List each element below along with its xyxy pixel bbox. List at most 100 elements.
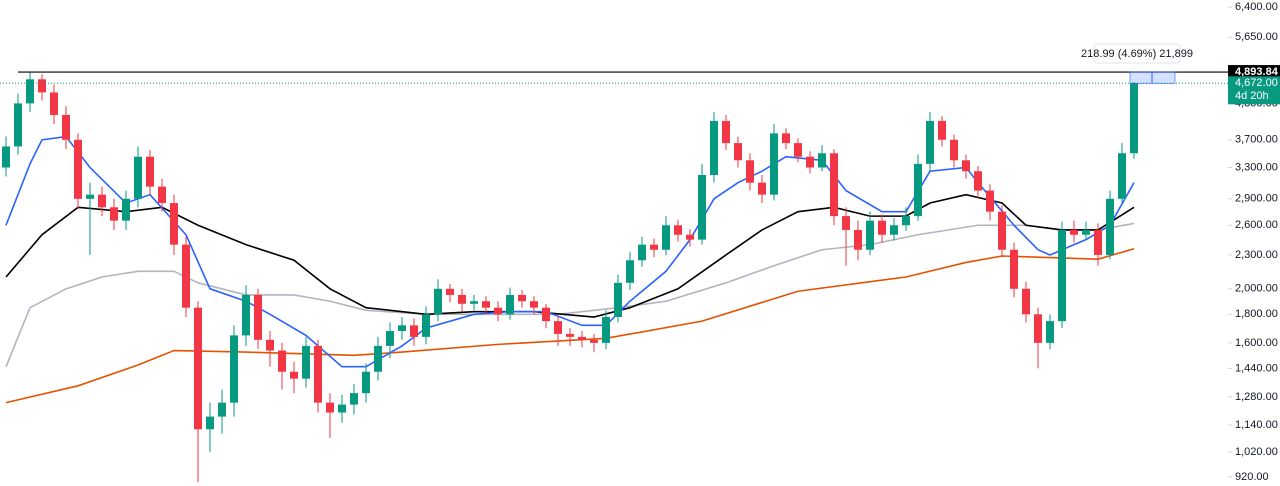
candle-body	[314, 345, 322, 403]
y-tick-label: 2,600.00	[1235, 219, 1278, 231]
candle-body	[50, 92, 58, 115]
candle-body	[734, 143, 742, 161]
candle-body	[122, 198, 130, 221]
candle-body	[506, 294, 514, 315]
candle-body	[38, 79, 46, 93]
candle-body	[1082, 229, 1090, 235]
price-tag	[1228, 65, 1280, 80]
candle-body	[1118, 153, 1126, 199]
y-tick-label: 1,600.00	[1235, 337, 1278, 349]
candle-body	[1022, 288, 1030, 315]
candle-body	[710, 120, 718, 175]
moving-average-line	[5, 247, 1135, 404]
candle-body	[1094, 229, 1102, 255]
candle-body	[914, 163, 922, 217]
candle-body	[458, 294, 466, 304]
candle-body	[554, 321, 562, 334]
candle-body	[998, 211, 1006, 250]
candle-body	[398, 325, 406, 332]
candle-body	[26, 79, 34, 104]
candle-body	[242, 294, 250, 336]
y-tick-label: 1,800.00	[1235, 308, 1278, 320]
price-tag	[1228, 76, 1280, 105]
y-tick-label: 2,300.00	[1235, 249, 1278, 261]
candle-body	[878, 220, 886, 235]
candle-body	[158, 186, 166, 204]
y-tick-label: 1,140.00	[1235, 419, 1278, 431]
y-tick-label: 920.00	[1235, 471, 1269, 483]
candle-body	[278, 350, 286, 372]
candle-body	[182, 244, 190, 308]
candle-body	[170, 203, 178, 245]
candle-body	[590, 339, 598, 343]
candle-body	[1058, 229, 1066, 322]
y-tick-label: 1,440.00	[1235, 362, 1278, 374]
y-tick-label: 6,400.00	[1235, 1, 1278, 13]
candle-body	[566, 333, 574, 337]
candle-body	[842, 216, 850, 230]
candle-body	[974, 171, 982, 191]
candle-body	[206, 416, 214, 430]
candle-body	[902, 216, 910, 226]
candle-body	[86, 194, 94, 199]
measure-label-box	[1093, 43, 1181, 64]
candle-body	[74, 139, 82, 199]
candle-body	[410, 325, 418, 337]
candle-body	[350, 393, 358, 405]
candle-body	[290, 371, 298, 379]
moving-average-line	[5, 222, 1135, 367]
candle-body	[782, 133, 790, 144]
candle-body	[662, 225, 670, 250]
candle-body	[494, 307, 502, 315]
candle-body	[2, 146, 10, 168]
y-tick-label: 2,000.00	[1235, 283, 1278, 295]
measure-label: 218.99 (4.69%) 21,899	[1081, 48, 1193, 60]
candle-body	[110, 207, 118, 221]
candle-body	[830, 153, 838, 217]
candle-body	[1046, 321, 1054, 343]
candle-body	[446, 288, 454, 295]
candle-body	[62, 114, 70, 140]
candle-body	[986, 190, 994, 212]
candle-body	[602, 317, 610, 343]
candle-body	[542, 307, 550, 322]
y-tick-label: 1,020.00	[1235, 446, 1278, 458]
candle-body	[674, 225, 682, 235]
candle-body	[362, 371, 370, 394]
y-tick-label: 1,280.00	[1235, 391, 1278, 403]
candle-body	[302, 345, 310, 379]
candle-body	[854, 229, 862, 250]
candle-body	[434, 288, 442, 315]
candle-body	[1034, 314, 1042, 343]
candle-body	[386, 331, 394, 346]
candle-body	[1010, 249, 1018, 289]
candle-body	[770, 133, 778, 195]
candle-body	[482, 301, 490, 308]
candle-body	[926, 120, 934, 164]
candle-body	[530, 301, 538, 308]
candle-body	[266, 339, 274, 351]
countdown-label: 4d 20h	[1235, 90, 1269, 102]
candle-body	[650, 244, 658, 250]
candle-body	[638, 244, 646, 261]
candle-body	[1070, 229, 1078, 235]
candle-body	[374, 345, 382, 372]
candle-body	[578, 336, 586, 340]
candle-body	[146, 156, 154, 187]
y-tick-label: 5,650.00	[1235, 31, 1278, 43]
candle-body	[134, 156, 142, 199]
candle-body	[1130, 83, 1138, 154]
candle-body	[794, 143, 802, 157]
candle-body	[722, 120, 730, 144]
candle-body	[626, 260, 634, 283]
price-tag-label: 4,893.84	[1235, 66, 1279, 78]
candle-body	[1106, 198, 1114, 255]
candle-body	[98, 194, 106, 208]
y-tick-label: 3,700.00	[1235, 134, 1278, 146]
candle-body	[254, 294, 262, 340]
candle-body	[194, 307, 202, 430]
candle-body	[698, 174, 706, 240]
candle-body	[890, 225, 898, 235]
candle-body	[14, 103, 22, 147]
candle-body	[218, 402, 226, 417]
